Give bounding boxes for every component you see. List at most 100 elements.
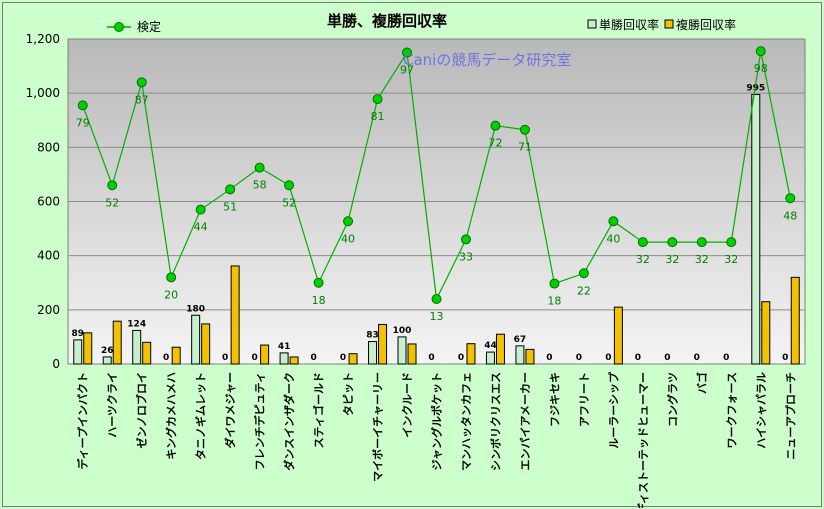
bar-value-label: 0	[782, 353, 788, 363]
x-category-label: ハイシャパラル	[755, 372, 768, 449]
bar-value-label: 0	[664, 353, 670, 363]
x-category-label: ディープインパクト	[76, 372, 90, 470]
line-point	[254, 162, 265, 173]
line-point	[284, 180, 295, 191]
line-point	[195, 204, 206, 215]
y-tick-label: 0	[52, 357, 60, 371]
bar-value-label: 0	[163, 353, 169, 363]
y-axis-ticks: 0 200 400 600 800 1,000 1,200	[26, 32, 60, 371]
bar-value-label: 180	[186, 304, 205, 314]
bars: 89 26 124 0 180 0 0 41 0 0 83 100 0 0 44 67 0 0 0 0 0 0 0 995 0	[71, 84, 800, 365]
bar-place	[171, 346, 181, 365]
y-tick-label: 1,200	[26, 32, 60, 46]
bar-value-label: 44	[484, 341, 497, 351]
bar-win	[397, 336, 407, 365]
x-category-label: マンハッタンカフェ	[460, 372, 473, 471]
line-point-label: 18	[547, 295, 561, 308]
line-point	[107, 180, 118, 191]
line-point-label: 79	[76, 116, 90, 129]
legend-swatch-win	[587, 19, 597, 29]
x-category-label: フレンチデピュティ	[253, 372, 267, 470]
line-point-label: 81	[371, 110, 385, 123]
bar-win	[73, 339, 83, 365]
line-point-label: 48	[783, 209, 797, 222]
y-tick-label: 600	[37, 195, 60, 209]
bar-value-label: 0	[635, 353, 641, 363]
line-point-label: 18	[312, 294, 326, 307]
line-point-label: 58	[253, 179, 267, 192]
chart-title: 単勝、複勝回収率	[327, 12, 447, 30]
line-point	[726, 237, 737, 248]
bar-value-label: 89	[71, 329, 84, 339]
line-point-label: 32	[695, 253, 709, 266]
y-tick-label: 800	[37, 140, 60, 154]
bar-value-label: 83	[366, 331, 379, 341]
bar-value-label: 67	[514, 335, 527, 345]
bar-place	[378, 323, 388, 365]
legend-line-marker	[114, 22, 124, 32]
bar-value-label: 995	[746, 84, 765, 94]
x-category-label: シンボリクリスエス	[488, 372, 502, 471]
line-point-label: 33	[459, 250, 473, 263]
line-point-label: 72	[488, 137, 502, 150]
legend-swatch-place	[664, 19, 674, 29]
line-point-label: 32	[724, 253, 738, 266]
bar-place	[289, 356, 299, 365]
bar-win	[102, 356, 112, 365]
bar-value-label: 0	[310, 353, 316, 363]
legend-label-line: 検定	[137, 19, 161, 34]
bar-value-label: 0	[546, 353, 552, 363]
x-category-label: タピット	[342, 372, 355, 416]
line-point-label: 52	[105, 196, 119, 209]
bar-value-label: 0	[428, 353, 434, 363]
line-point	[136, 77, 147, 88]
line-point-label: 32	[665, 253, 679, 266]
line-point-label: 97	[400, 64, 414, 77]
line-point-label: 32	[636, 253, 650, 266]
line-point-label: 71	[518, 141, 532, 154]
line-point	[166, 272, 177, 283]
line-point	[77, 100, 88, 111]
x-category-label: ワークフォース	[725, 372, 738, 448]
x-category-label: コングラツ	[665, 372, 679, 427]
x-category-label: インクルード	[401, 372, 414, 438]
bar-win	[751, 94, 761, 365]
line-point	[608, 216, 619, 227]
bar-value-label: 0	[458, 353, 464, 363]
x-category-label: エンパイアメーカー	[519, 372, 532, 470]
bar-place	[466, 343, 476, 365]
bar-place	[260, 344, 270, 365]
line-point-label: 87	[135, 93, 149, 106]
line-point	[431, 294, 442, 304]
line-point	[549, 278, 560, 289]
y-tick-label: 200	[37, 303, 60, 317]
x-category-label: アフリート	[578, 372, 591, 427]
bar-place	[525, 348, 535, 365]
x-category-label: ダンスインザダーク	[282, 372, 296, 471]
bar-place	[790, 276, 800, 365]
line-point	[225, 184, 236, 195]
line-point	[490, 120, 501, 131]
x-category-label: ルーラーシップ	[606, 371, 620, 449]
bar-value-label: 0	[576, 353, 582, 363]
y-tick-label: 1,000	[26, 86, 60, 100]
bar-win	[279, 352, 289, 365]
line-point-label: 40	[341, 232, 355, 245]
line-point	[696, 237, 707, 248]
legend: 検定 単勝回収率 複勝回収率	[107, 17, 736, 34]
line-point-label: 13	[430, 310, 444, 323]
bar-place	[495, 333, 505, 365]
bar-win	[485, 351, 495, 365]
line-point	[578, 268, 589, 279]
line-point	[402, 47, 413, 58]
bar-place	[761, 301, 771, 365]
line-point-label: 40	[606, 232, 620, 245]
bar-value-label: 0	[222, 353, 228, 363]
line-point-label: 52	[282, 196, 296, 209]
bar-place	[348, 353, 358, 365]
line-point-label: 22	[577, 284, 591, 297]
bar-value-label: 0	[251, 353, 257, 363]
line-point-label: 98	[754, 62, 768, 75]
bar-win	[515, 345, 525, 365]
